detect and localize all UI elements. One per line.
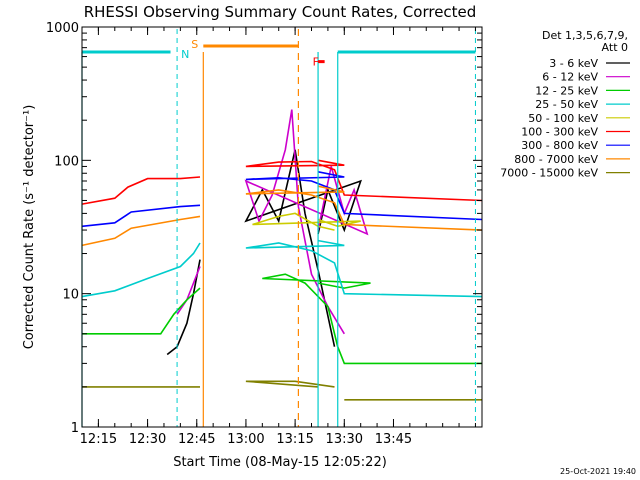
series-line-3-1 xyxy=(245,239,483,298)
axes: 12:15 12:30 12:45 13:00 13:15 13:30 13:45 1 10 10… xyxy=(46,21,483,447)
x-tick-label-6: 13:45 xyxy=(375,432,412,447)
legend-label-8: 7000 - 15000 keV xyxy=(500,167,598,180)
series-line-5-1 xyxy=(245,159,483,202)
x-tick-label-4: 13:15 xyxy=(276,432,313,447)
y-tick-label-1: 10 xyxy=(62,288,79,303)
x-tick-label-2: 12:45 xyxy=(178,432,215,447)
annotation-label-flare: F xyxy=(313,56,319,69)
series-line-6-0 xyxy=(81,204,201,228)
x-tick-label-3: 13:00 xyxy=(227,432,264,447)
legend-label-0: 3 - 6 keV xyxy=(549,57,598,70)
series-line-2-1 xyxy=(262,273,482,365)
series-line-1-0 xyxy=(176,266,201,315)
legend-header-1: Att 0 xyxy=(602,41,628,54)
plot-area: NS F xyxy=(81,29,483,427)
series-line-0-1 xyxy=(244,149,362,347)
footer-timestamp: 25-Oct-2021 19:40 xyxy=(560,467,636,476)
x-axis-label: Start Time (08-May-15 12:05:22) xyxy=(173,455,387,470)
series-line-7-1 xyxy=(245,185,483,231)
x-tick-label-1: 12:30 xyxy=(129,432,166,447)
series-line-6-1 xyxy=(245,171,483,221)
x-tick-label-5: 13:30 xyxy=(326,432,363,447)
legend-label-3: 25 - 50 keV xyxy=(535,98,598,111)
series-line-2-0 xyxy=(82,287,201,335)
plot-frame xyxy=(81,26,483,428)
y-tick-label-3: 1000 xyxy=(46,21,79,36)
legend-label-5: 100 - 300 keV xyxy=(521,126,598,139)
annotation-label-attenuator: N xyxy=(181,48,189,61)
series-line-0-0 xyxy=(166,259,201,356)
legend-label-7: 800 - 7000 keV xyxy=(514,153,598,166)
y-axis-label: Corrected Count Rate (s⁻¹ detector⁻¹) xyxy=(22,105,37,350)
legend-label-2: 12 - 25 keV xyxy=(535,84,598,97)
legend-label-4: 50 - 100 keV xyxy=(528,112,598,125)
legend-label-6: 300 - 800 keV xyxy=(521,139,598,152)
series-line-3-0 xyxy=(81,242,201,298)
y-tick-label-2: 100 xyxy=(54,154,79,169)
y-tick-label-0: 1 xyxy=(71,421,79,436)
legend-header-0: Det 1,3,5,6,7,9, xyxy=(542,29,628,42)
legend-label-1: 6 - 12 keV xyxy=(542,71,598,84)
series-line-1-1 xyxy=(244,109,369,335)
x-tick-label-0: 12:15 xyxy=(80,432,117,447)
annotation-label-saa: S xyxy=(191,38,198,51)
series-line-5-0 xyxy=(81,176,201,205)
series-line-7-0 xyxy=(81,215,201,247)
series-line-8-1 xyxy=(245,380,335,388)
chart-title: RHESSI Observing Summary Count Rates, Co… xyxy=(84,3,477,21)
series-line-4-0 xyxy=(252,212,361,231)
